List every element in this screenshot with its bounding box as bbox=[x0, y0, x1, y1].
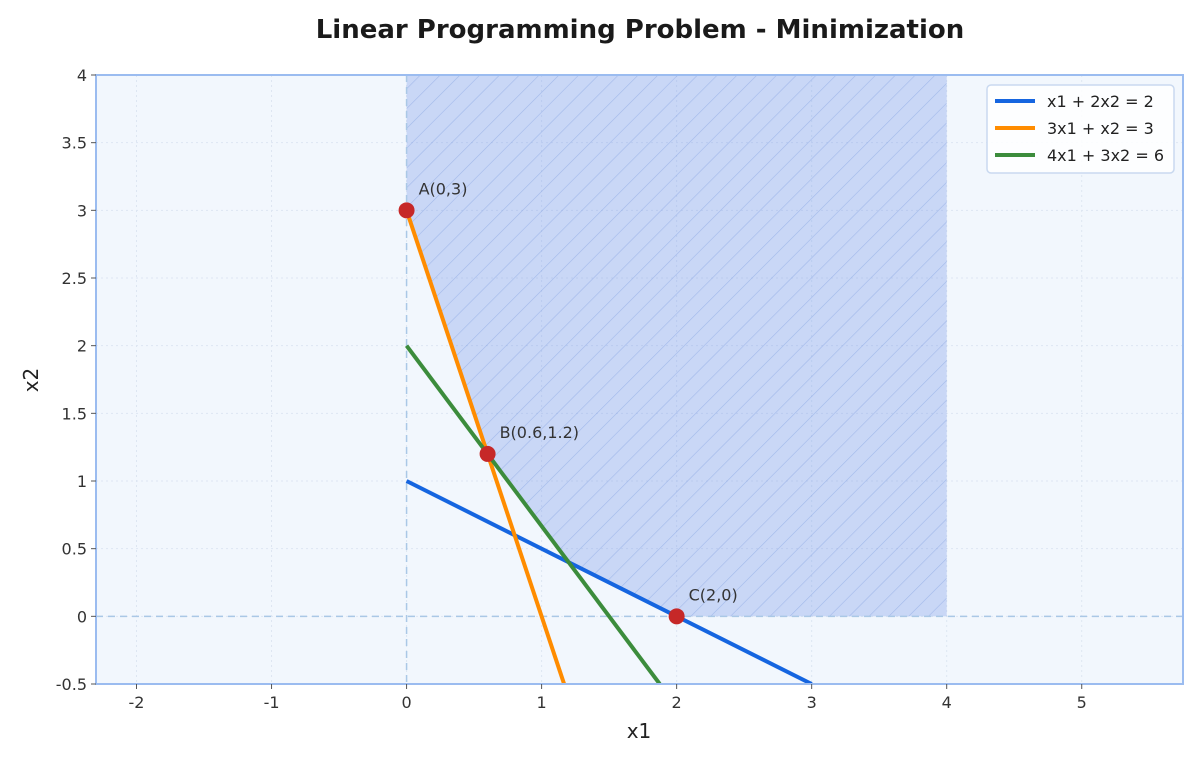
feasible-region-hatch bbox=[406, 75, 947, 617]
y-tick-label: 3 bbox=[77, 201, 87, 220]
plot-frame bbox=[95, 74, 1184, 685]
y-tick-label: 2 bbox=[77, 337, 87, 356]
vertex-points: A(0,3) B(0.6,1.2) C(2,0) bbox=[398, 179, 738, 625]
y-tick-label: 0 bbox=[77, 607, 87, 626]
legend-label-3: 4x1 + 3x2 = 6 bbox=[1047, 146, 1164, 165]
x-tick-label: -1 bbox=[264, 693, 280, 712]
y-tick-label: 1 bbox=[77, 472, 87, 491]
y-axis-ticks: -0.5 0 0.5 1 1.5 2 2.5 3 3.5 4 bbox=[56, 66, 96, 694]
y-axis-title: x2 bbox=[19, 368, 43, 393]
vertex-label-3: C(2,0) bbox=[689, 585, 738, 604]
vertex-point-1 bbox=[398, 202, 415, 219]
x-tick-label: 0 bbox=[401, 693, 411, 712]
x-tick-label: -2 bbox=[129, 693, 145, 712]
y-tick-label: 2.5 bbox=[62, 269, 87, 288]
y-tick-label: 3.5 bbox=[62, 134, 87, 153]
legend: x1 + 2x2 = 2 3x1 + x2 = 3 4x1 + 3x2 = 6 bbox=[986, 84, 1175, 174]
axis-lines bbox=[96, 75, 1183, 684]
series-line-3 bbox=[404, 344, 662, 684]
x-tick-label: 1 bbox=[537, 693, 547, 712]
x-tick-label: 4 bbox=[942, 693, 952, 712]
x-tick-label: 5 bbox=[1077, 693, 1087, 712]
y-tick-label: 1.5 bbox=[62, 404, 87, 423]
legend-label-1: x1 + 2x2 = 2 bbox=[1047, 92, 1154, 111]
y-tick-label: 0.5 bbox=[62, 540, 87, 559]
feasible-region-group bbox=[406, 75, 947, 617]
x-tick-label: 2 bbox=[672, 693, 682, 712]
vertex-label-1: A(0,3) bbox=[419, 179, 468, 198]
x-axis-title: x1 bbox=[627, 719, 652, 743]
legend-label-2: 3x1 + x2 = 3 bbox=[1047, 119, 1154, 138]
chart-title: Linear Programming Problem - Minimizatio… bbox=[316, 15, 965, 45]
vertex-label-2: B(0.6,1.2) bbox=[500, 423, 579, 442]
y-tick-label: 4 bbox=[77, 66, 87, 85]
vertex-point-3 bbox=[668, 608, 685, 625]
legend-box bbox=[986, 84, 1175, 174]
x-axis-ticks: -2 -1 0 1 2 3 4 5 bbox=[129, 684, 1087, 712]
y-tick-label: -0.5 bbox=[56, 675, 87, 694]
vertex-point-2 bbox=[479, 445, 496, 462]
series-line-1 bbox=[405, 479, 813, 684]
x-tick-label: 3 bbox=[807, 693, 817, 712]
